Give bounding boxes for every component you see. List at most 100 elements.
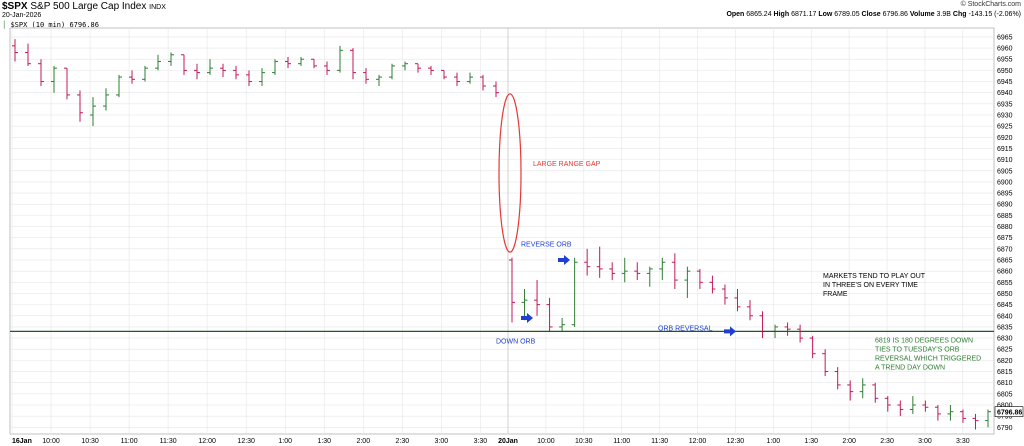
- y-tick-label: 6840: [997, 313, 1013, 320]
- ohlc-bar: [38, 59, 44, 86]
- ohlc-bar: [822, 349, 829, 376]
- ohlc-bar: [734, 289, 741, 312]
- ohlc-bar: [233, 65, 239, 80]
- legend-symbol: $SPX (10 min): [10, 21, 66, 29]
- x-tick-label: 12:00: [198, 438, 216, 445]
- ohlc-bar: [467, 72, 473, 84]
- ohlc-bar: [509, 257, 515, 323]
- ohlc-bar: [402, 61, 408, 71]
- ohlc-bar: [721, 284, 728, 305]
- y-tick-label: 6955: [997, 57, 1013, 64]
- ohlc-bar: [454, 72, 460, 86]
- x-tick-label: 10:30: [575, 438, 593, 445]
- ohlc-bar: [77, 90, 83, 122]
- y-tick-label: 6915: [997, 146, 1013, 153]
- ohlc-bar: [897, 400, 904, 417]
- ohlc-bar: [985, 409, 991, 428]
- y-tick-label: 6800: [997, 403, 1013, 410]
- y-tick-label: 6960: [997, 46, 1013, 53]
- ohlc-bar: [684, 266, 691, 298]
- ohlc-bars: [12, 39, 991, 430]
- threes-note-line: FRAME: [823, 291, 848, 298]
- ohlc-bar: [872, 382, 879, 403]
- x-tick-label: 1:30: [804, 438, 818, 445]
- ohlc-bar: [415, 63, 421, 73]
- ohlc-bar: [696, 268, 703, 289]
- legend-value: 6796.86: [69, 21, 99, 29]
- x-tick-label: 2:00: [842, 438, 856, 445]
- last-price-box: [994, 406, 1024, 417]
- ohlc-bar: [155, 54, 161, 71]
- y-tick-label: 6830: [997, 336, 1013, 343]
- chart-date: 20-Jan-2026: [2, 12, 42, 19]
- y-tick-label: 6865: [997, 258, 1013, 265]
- y-axis: 6790 6795 6800 6805 6810 6815 6820 6825 6830 6835…: [997, 34, 1013, 431]
- ohlc-bar: [298, 57, 304, 66]
- y-tick-label: 6925: [997, 124, 1013, 131]
- y-tick-label: 6905: [997, 168, 1013, 175]
- x-tick-label: 11:30: [651, 438, 668, 445]
- x-tick-label: 12:30: [727, 438, 745, 445]
- ohlc-bar: [834, 367, 841, 390]
- gap-label: LARGE RANGE GAP: [533, 161, 601, 168]
- close-label: Close: [861, 11, 881, 18]
- ohlc-bar: [493, 81, 499, 98]
- ohlc-bar: [747, 300, 753, 321]
- x-tick-label: 10:00: [537, 438, 555, 445]
- chg-label: Chg: [952, 11, 967, 18]
- ohlc-bar: [51, 65, 57, 93]
- ohlc-bar: [207, 59, 213, 75]
- ohlc-bar: [220, 63, 226, 78]
- ohlc-bar: [596, 246, 603, 278]
- high-label: High: [773, 11, 790, 18]
- chart-symbol-line: $SPX S&P 500 Large Cap Index INDX: [2, 1, 166, 12]
- ohlc-bar: [972, 413, 979, 430]
- ohlc-bar: [634, 262, 641, 281]
- symbol-name: S&P 500 Large Cap Index: [30, 1, 147, 12]
- ohlc-bar: [12, 39, 18, 62]
- x-axis: 16Jan 10:00 10:30 11:00 11:30 12:00 12:30 1:00 1…: [12, 438, 970, 445]
- y-tick-label: 6920: [997, 135, 1013, 142]
- ohlc-bar: [646, 266, 653, 287]
- y-tick-label: 6875: [997, 235, 1013, 242]
- y-tick-label: 6790: [997, 425, 1013, 432]
- ohlc-bar: [571, 257, 578, 327]
- y-tick-label: 6845: [997, 302, 1013, 309]
- open-value: 6865.24: [746, 11, 772, 18]
- ohlc-bar: [246, 70, 252, 86]
- x-tick-label: 20Jan: [498, 438, 518, 445]
- y-tick-label: 6820: [997, 358, 1013, 365]
- y-tick-label: 6835: [997, 324, 1013, 331]
- ohlc-bar: [25, 43, 31, 66]
- y-tick-label: 6805: [997, 391, 1013, 398]
- y-tick-label: 6885: [997, 213, 1013, 220]
- ohlc-bar: [809, 335, 816, 359]
- close-value: 6796.86: [882, 11, 908, 18]
- ohlc-bar: [546, 297, 553, 332]
- y-tick-label: 6895: [997, 191, 1013, 198]
- symbol: $SPX: [2, 1, 28, 12]
- ohlc-bar: [350, 48, 356, 80]
- y-tick-label: 6890: [997, 202, 1013, 209]
- degrees-note-line: 6819 IS 180 DEGREES DOWN: [875, 338, 973, 345]
- high-value: 6871.17: [791, 11, 817, 18]
- ohlc-bar: [884, 396, 891, 412]
- ohlc-bar: [922, 400, 929, 412]
- ohlc-bar: [947, 405, 954, 421]
- x-tick-label: 3:30: [956, 438, 970, 445]
- ohlc-bar: [441, 69, 447, 80]
- ohlc-bar: [272, 59, 278, 75]
- ohlc-bar: [859, 378, 866, 399]
- reverse-orb-arrow-icon: [558, 255, 570, 265]
- y-tick-label: 6940: [997, 90, 1013, 97]
- legend-bar-icon: │: [2, 21, 7, 29]
- x-tick-label: 10:30: [81, 438, 99, 445]
- ohlc-bar: [797, 324, 804, 343]
- ohlc-bar: [194, 63, 200, 80]
- threes-note-line: MARKETS TEND TO PLAY OUT: [823, 273, 926, 280]
- x-tick-label: 2:30: [396, 438, 410, 445]
- ohlc-bar: [480, 74, 486, 91]
- low-value: 6789.05: [834, 11, 860, 18]
- y-tick-label: 6965: [997, 34, 1013, 41]
